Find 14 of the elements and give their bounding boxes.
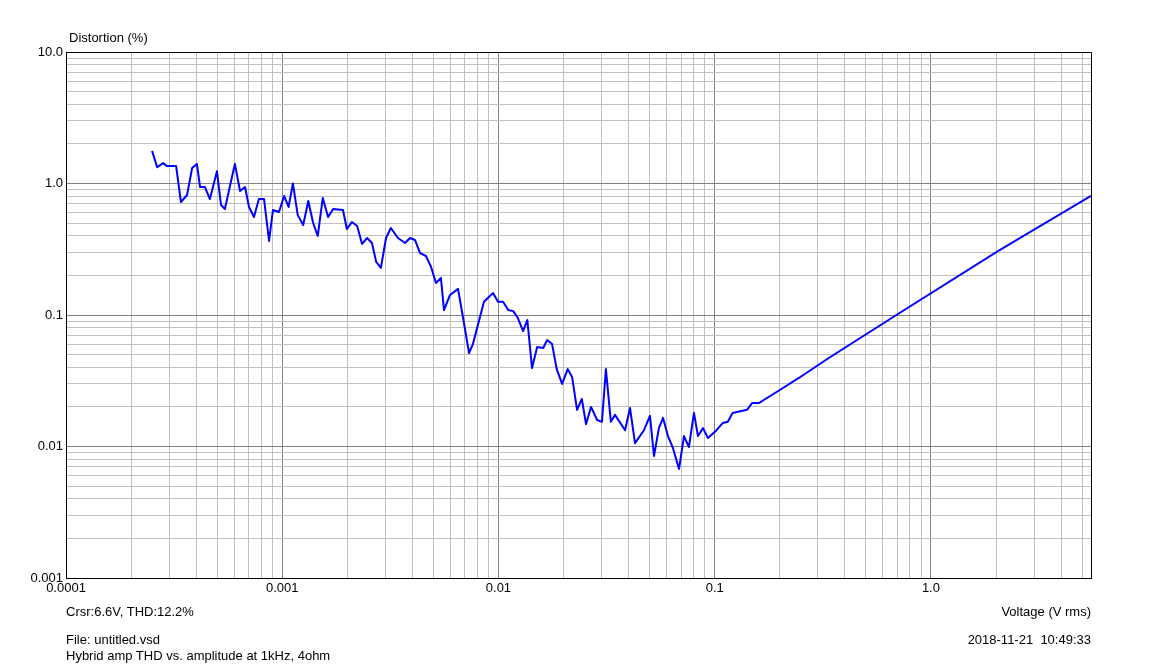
x-tick-label: 0.1 [705,580,724,596]
y-tick-label: 0.1 [44,306,63,322]
y-tick-label: 0.01 [37,438,63,454]
text: Crsr:6.6V, THD:12.2% [66,604,194,619]
x-tick-label: 0.01 [485,580,512,596]
text: Hybrid amp THD vs. amplitude at 1kHz, 4ohm [66,648,331,663]
y-tick-label: 10.0 [37,43,63,59]
text: 2018-11-21 10:49:33 [967,632,1091,647]
text: File: untitled.vsd [66,632,160,647]
x-tick-label: 1.0 [921,580,940,596]
y-axis-title: Distortion (%) [69,30,148,45]
x-tick-label: 0.001 [265,580,299,596]
y-tick-label: 1.0 [44,175,63,191]
x-axis-title: Voltage (V rms) [1001,604,1091,619]
